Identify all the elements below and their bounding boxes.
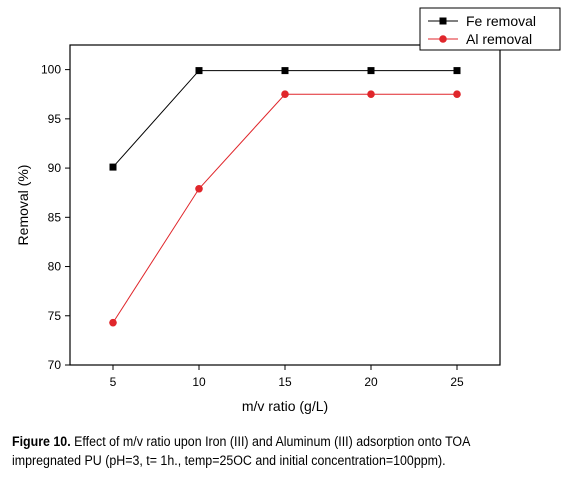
data-point — [367, 90, 375, 99]
figure-caption: Figure 10. Effect of m/v ratio upon Iron… — [12, 432, 520, 470]
x-tick-label: 25 — [450, 375, 464, 389]
y-tick-label: 90 — [48, 161, 62, 175]
legend-box — [419, 7, 561, 51]
y-tick-label: 85 — [48, 210, 62, 224]
legend-label-0: Fe removal — [466, 13, 536, 29]
data-point — [281, 90, 289, 99]
data-point — [109, 163, 117, 171]
caption-line-1: Figure 10. Effect of m/v ratio upon Iron… — [12, 432, 520, 451]
x-tick-label: 5 — [110, 375, 117, 389]
data-point — [453, 67, 461, 75]
caption-line-2: impregnated PU (pH=3, t= 1h., temp=25OC … — [12, 453, 446, 468]
x-tick-label: 10 — [192, 375, 206, 389]
x-tick-label: 20 — [364, 375, 378, 389]
data-point — [367, 67, 375, 75]
legend-label-1: Al removal — [466, 31, 532, 47]
x-tick-label: 15 — [278, 375, 292, 389]
caption-text-1: Effect of m/v ratio upon Iron (III) and … — [70, 434, 471, 449]
caption-label: Figure 10. — [12, 434, 71, 449]
series-line-1 — [112, 93, 457, 323]
y-tick-label: 80 — [48, 260, 62, 274]
y-tick-label: 70 — [48, 358, 62, 372]
data-point — [453, 90, 461, 99]
data-point — [281, 67, 289, 75]
x-axis-label: m/v ratio (g/L) — [242, 398, 328, 414]
legend: Fe removal Al removal — [419, 7, 561, 51]
data-point — [195, 184, 203, 193]
legend-marker-0 — [439, 17, 447, 25]
chart: 5 10 15 20 25 70 75 80 85 90 95 100 m/v ratio (g/L… — [15, 7, 561, 414]
legend-marker-1 — [439, 35, 447, 43]
y-tick-label: 100 — [41, 63, 61, 77]
y-axis-label: Removal (%) — [15, 165, 31, 246]
series-line-0 — [112, 70, 457, 168]
series-layer — [109, 67, 461, 327]
x-axis: 5 10 15 20 25 — [110, 365, 464, 389]
data-point — [195, 67, 203, 75]
y-axis: 70 75 80 85 90 95 100 — [41, 63, 70, 372]
y-tick-label: 75 — [48, 309, 62, 323]
data-point — [109, 318, 117, 327]
y-tick-label: 95 — [48, 112, 62, 126]
